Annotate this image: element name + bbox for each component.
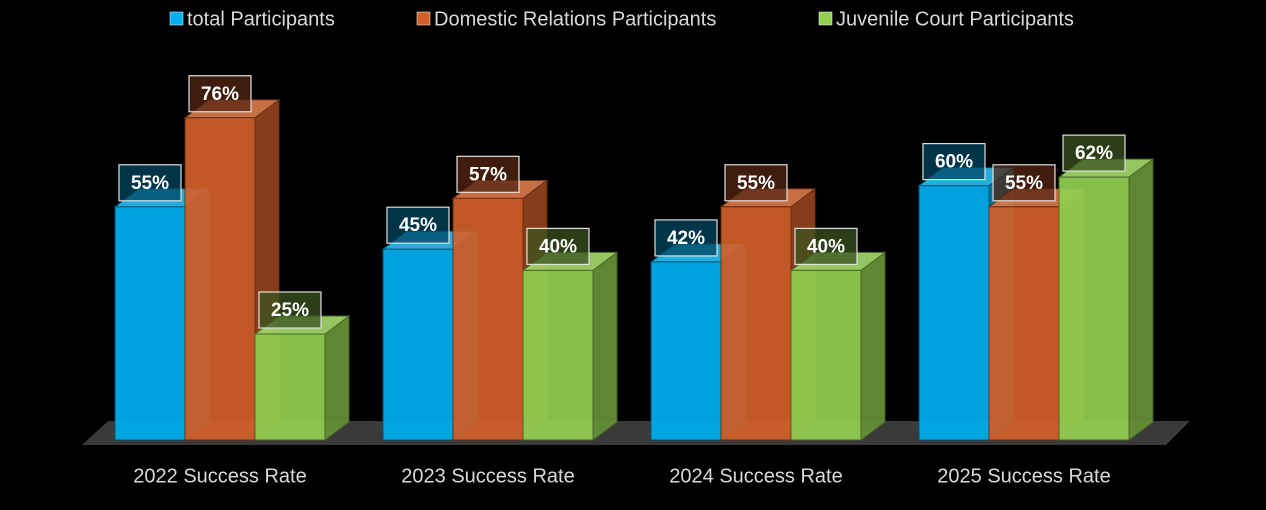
bar [720, 206, 792, 441]
value-label: 62% [1075, 143, 1113, 164]
bar [650, 261, 722, 441]
x-tick-label: 2022 Success Rate [133, 465, 306, 487]
value-label-box [1062, 134, 1126, 172]
value-label-box [922, 143, 986, 181]
bar-side [324, 315, 350, 441]
value-label-box [724, 164, 788, 202]
bar [1058, 176, 1130, 441]
bar [114, 206, 186, 441]
bar [522, 269, 594, 441]
legend-label: total Participants [187, 8, 335, 30]
value-label: 45% [399, 215, 437, 236]
bar [452, 197, 524, 441]
legend-swatch [169, 11, 184, 26]
value-label-box [386, 206, 450, 244]
value-label-box [992, 164, 1056, 202]
value-label: 76% [201, 84, 239, 105]
bar [184, 117, 256, 441]
bar [382, 248, 454, 441]
value-label-box [526, 227, 590, 265]
value-label-box [258, 291, 322, 329]
value-label: 57% [469, 164, 507, 185]
legend-swatch [416, 11, 431, 26]
bar-side [1128, 158, 1154, 441]
value-label: 40% [807, 236, 845, 257]
value-label-box [118, 164, 182, 202]
value-label: 40% [539, 236, 577, 257]
value-label: 55% [1005, 173, 1043, 194]
value-label: 55% [131, 173, 169, 194]
bar [988, 206, 1060, 441]
legend-swatch [818, 11, 833, 26]
x-tick-label: 2023 Success Rate [401, 465, 574, 487]
bar-side [860, 251, 886, 441]
bar [790, 269, 862, 441]
x-tick-label: 2024 Success Rate [669, 465, 842, 487]
value-label-box [456, 155, 520, 193]
value-label: 55% [737, 173, 775, 194]
value-label-box [794, 227, 858, 265]
legend-label: Juvenile Court Participants [836, 8, 1074, 30]
bar [918, 185, 990, 441]
value-label-box [654, 219, 718, 257]
value-label: 60% [935, 152, 973, 173]
value-label: 42% [667, 228, 705, 249]
legend-label: Domestic Relations Participants [434, 8, 716, 30]
floor [82, 421, 1190, 445]
x-tick-label: 2025 Success Rate [937, 465, 1110, 487]
bar-side [592, 251, 618, 441]
bar [254, 333, 326, 441]
value-label-box [188, 75, 252, 113]
value-label: 25% [271, 300, 309, 321]
